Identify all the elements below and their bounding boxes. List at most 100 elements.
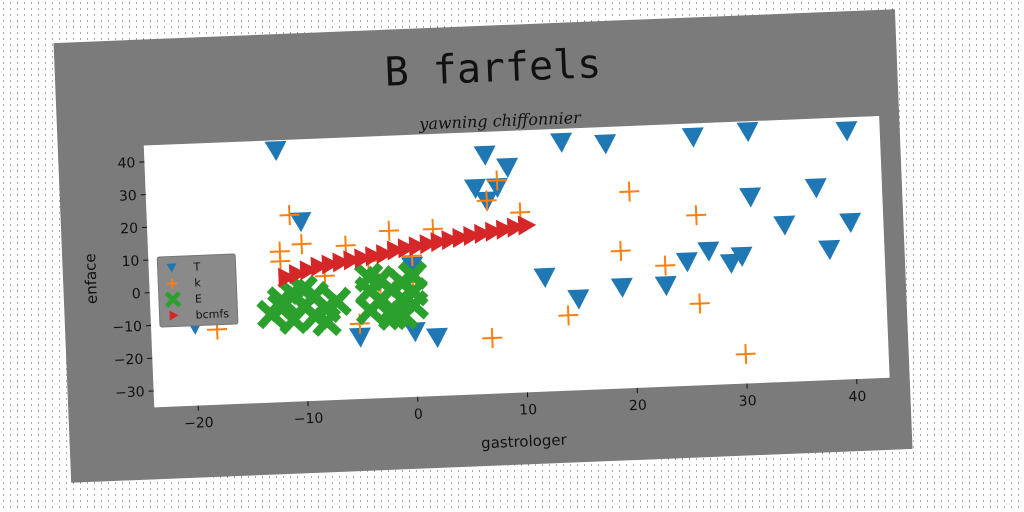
point-T — [463, 178, 486, 199]
point-E-stroke — [353, 262, 384, 293]
point-bcmfs — [517, 215, 537, 236]
legend-label-k: k — [194, 276, 202, 289]
legend-label-T: T — [192, 260, 201, 273]
point-T — [675, 252, 698, 273]
point-k — [291, 234, 312, 255]
point-bcmfs — [386, 240, 406, 261]
point-k — [619, 181, 640, 202]
chart-title: B farfels — [384, 41, 602, 96]
point-bcmfs — [463, 225, 482, 246]
point-T — [401, 256, 424, 277]
point-bcmfs — [278, 267, 297, 288]
chart-canvas: B farfels yawning chiffonnier −20 −10 0 10 2… — [53, 9, 913, 483]
point-E-stroke — [321, 286, 352, 317]
chart-marks — [183, 121, 862, 365]
point-bcmfs — [354, 248, 373, 269]
x-tick-label: 20 — [629, 398, 647, 415]
point-k — [269, 241, 290, 262]
point-E — [321, 286, 352, 317]
point-T — [348, 327, 371, 348]
series-bcmfs — [278, 215, 537, 288]
legend-marker-E — [164, 291, 182, 308]
point-E — [311, 306, 342, 337]
y-tick-label: 10 — [121, 253, 139, 270]
point-T — [730, 246, 753, 267]
point-bcmfs — [474, 223, 493, 244]
point-T — [719, 253, 742, 274]
legend-box — [156, 253, 239, 328]
point-bcmfs — [299, 260, 319, 281]
point-bcmfs — [496, 219, 515, 240]
series-E — [256, 260, 430, 337]
point-T — [835, 121, 858, 142]
point-k — [482, 327, 503, 349]
legend-marker-k — [167, 278, 178, 289]
x-tick-label: 10 — [519, 402, 537, 419]
y-tick-label: −20 — [113, 352, 143, 369]
point-T — [264, 140, 287, 162]
point-T — [610, 277, 633, 298]
legend-marker-E-stroke — [164, 291, 182, 308]
point-T — [403, 322, 426, 343]
point-E-stroke — [277, 278, 308, 309]
y-tick-label: 40 — [117, 155, 135, 172]
point-T — [773, 215, 796, 236]
y-axis-label: enface — [81, 253, 101, 304]
point-E — [377, 300, 408, 331]
point-bcmfs — [376, 244, 395, 265]
y-tick-label: 30 — [119, 188, 137, 205]
point-k — [486, 170, 507, 191]
point-k — [686, 205, 707, 226]
point-T — [567, 289, 590, 310]
point-k — [476, 190, 497, 211]
point-k — [689, 293, 710, 314]
point-E-stroke — [377, 300, 408, 331]
point-T — [654, 275, 677, 297]
point-bcmfs — [343, 250, 362, 271]
point-bcmfs — [332, 252, 351, 273]
point-bcmfs — [506, 217, 526, 238]
point-k — [558, 305, 579, 326]
point-k — [610, 240, 631, 261]
point-bcmfs — [430, 232, 449, 253]
point-bcmfs — [452, 228, 471, 248]
point-bcmfs — [441, 230, 460, 251]
point-bcmfs — [397, 238, 417, 259]
point-E — [353, 262, 384, 293]
point-T — [289, 211, 312, 233]
point-T — [697, 241, 720, 262]
point-bcmfs — [288, 264, 308, 285]
point-T — [425, 327, 448, 348]
point-k — [378, 220, 400, 241]
point-T — [550, 132, 572, 153]
point-k — [655, 255, 676, 276]
x-tick-label: −20 — [184, 415, 214, 432]
point-bcmfs — [310, 256, 329, 277]
y-tick-label: −30 — [115, 384, 145, 401]
point-E — [277, 278, 308, 309]
point-E-stroke — [311, 306, 342, 337]
legend-marker-T — [166, 263, 177, 273]
x-tick-label: −10 — [294, 411, 324, 428]
axis-ticks: −20 −10 0 10 20 30 40 −30 −20 −10 0 10 20 30 40 — [112, 155, 867, 432]
y-tick-label: 0 — [131, 286, 141, 302]
point-T — [736, 121, 759, 143]
point-bcmfs — [365, 246, 384, 267]
point-T — [839, 212, 862, 234]
point-bcmfs — [408, 236, 428, 257]
y-tick-label: −10 — [112, 319, 142, 336]
point-k — [279, 205, 300, 226]
y-tick-label: 20 — [120, 221, 138, 238]
point-bcmfs — [321, 254, 340, 275]
point-T — [473, 145, 496, 166]
legend-marker-bcmfs — [169, 310, 179, 321]
x-tick-label: 40 — [848, 389, 866, 406]
point-T — [739, 187, 762, 208]
x-tick-label: 0 — [414, 407, 424, 423]
point-bcmfs — [485, 221, 504, 242]
point-T — [681, 127, 704, 148]
point-T — [594, 134, 617, 155]
point-bcmfs — [419, 234, 439, 255]
